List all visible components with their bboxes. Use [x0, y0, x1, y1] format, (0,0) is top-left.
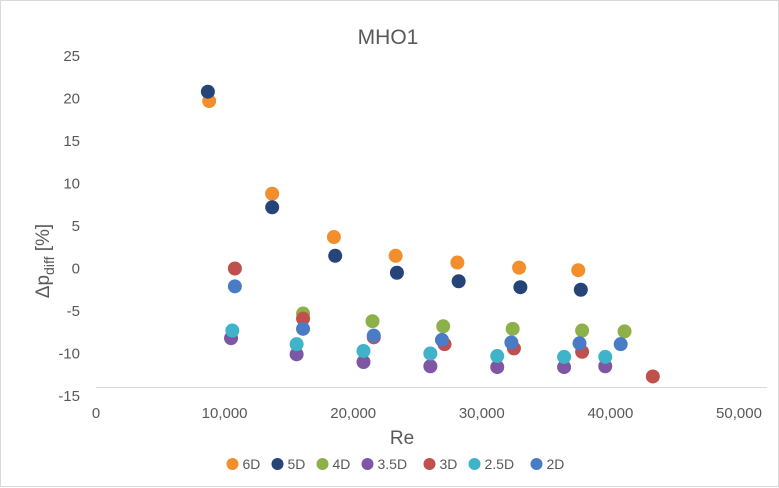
legend: 6D 5D 4D 3.5D 3D 2.5D 2D [226, 456, 565, 472]
data-point-4d [505, 321, 520, 336]
legend-marker [423, 458, 436, 470]
data-point-2-5d [225, 323, 240, 338]
legend-item: 6D [226, 456, 261, 472]
legend-item: 3D [423, 456, 458, 472]
data-point-5d [451, 274, 466, 289]
data-point-5d [328, 248, 343, 263]
data-point-6d [450, 255, 465, 270]
data-point-3-5d [490, 360, 505, 375]
data-point-6d [388, 248, 403, 263]
data-point-2-5d [289, 337, 304, 352]
x-tick-label: 0 [92, 405, 100, 422]
legend-item: 2.5D [468, 456, 515, 472]
legend-label: 4D [333, 456, 351, 472]
legend-item: 5D [271, 456, 306, 472]
data-point-2-5d [356, 343, 371, 358]
data-point-2d [613, 337, 628, 352]
data-point-4d [617, 324, 632, 339]
data-point-2-5d [598, 349, 613, 364]
data-point-2d [366, 328, 381, 343]
y-tick-label: 15 [63, 133, 80, 150]
y-tick-label: -5 [67, 303, 80, 320]
data-point-3-5d [356, 355, 371, 369]
chart-title: MHO1 [358, 26, 419, 49]
data-point-4d [365, 314, 380, 329]
data-point-2d [434, 332, 449, 347]
x-axis-title: Re [390, 428, 414, 449]
y-axis-title-sub: diff [41, 256, 57, 275]
legend-label: 2.5D [485, 456, 515, 472]
y-tick-label: 25 [63, 48, 80, 65]
data-point-3d [227, 261, 242, 276]
y-tick-label: 5 [72, 218, 80, 235]
legend-label: 2D [547, 456, 565, 472]
legend-item: 4D [316, 456, 351, 472]
legend-item: 2D [530, 456, 565, 472]
y-tick-label: 0 [72, 261, 80, 278]
data-point-2d [296, 321, 311, 336]
data-point-6d [571, 263, 586, 278]
data-point-2d [227, 279, 242, 294]
x-tick-label: 20,000 [330, 405, 376, 422]
legend-item: 3.5D [361, 456, 408, 472]
data-point-5d [200, 84, 215, 99]
data-point-3-5d [423, 359, 438, 374]
x-tick-label: 30,000 [459, 405, 505, 422]
data-point-3d [296, 311, 311, 326]
data-point-6d [512, 260, 527, 275]
data-point-2-5d [423, 346, 438, 361]
data-point-5d [513, 280, 528, 295]
legend-marker [530, 458, 543, 470]
y-tick-label: 20 [63, 91, 80, 108]
data-points [200, 84, 660, 384]
legend-label: 3.5D [378, 456, 408, 472]
legend-marker [316, 458, 329, 470]
y-tick-label: 10 [63, 176, 80, 193]
legend-label: 5D [288, 456, 306, 472]
x-tick-label: 40,000 [587, 405, 633, 422]
data-point-3-5d [557, 360, 572, 375]
x-axis-ticks: 0 10,000 20,000 30,000 40,000 50,000 [92, 405, 762, 422]
legend-label: 6D [243, 456, 261, 472]
y-axis-title-unit: [%] [33, 224, 54, 257]
y-axis-title: Δpdiff [%] [33, 224, 57, 298]
data-point-5d [389, 265, 404, 280]
data-point-5d [265, 200, 280, 215]
legend-marker [468, 458, 481, 470]
legend-label: 3D [440, 456, 458, 472]
x-tick-label: 50,000 [716, 405, 762, 422]
data-point-2-5d [490, 349, 505, 364]
data-point-3-5d [289, 347, 304, 362]
data-point-3d [645, 369, 660, 384]
data-point-5d [573, 282, 588, 297]
y-axis-title-main: Δp [33, 275, 54, 298]
y-tick-label: -15 [58, 388, 80, 405]
data-point-2d [504, 335, 519, 350]
data-point-4d [575, 323, 590, 338]
y-axis-ticks: -15 -10 -5 0 5 10 15 20 25 [58, 48, 80, 405]
data-point-6d [265, 186, 280, 201]
data-point-2d [572, 336, 587, 351]
data-point-4d [436, 319, 451, 334]
legend-marker [226, 458, 239, 470]
data-point-6d [326, 230, 341, 245]
data-point-2-5d [557, 349, 572, 364]
x-tick-label: 10,000 [202, 405, 248, 422]
y-tick-label: -10 [58, 346, 80, 363]
legend-marker [271, 458, 284, 470]
legend-marker [361, 458, 374, 470]
